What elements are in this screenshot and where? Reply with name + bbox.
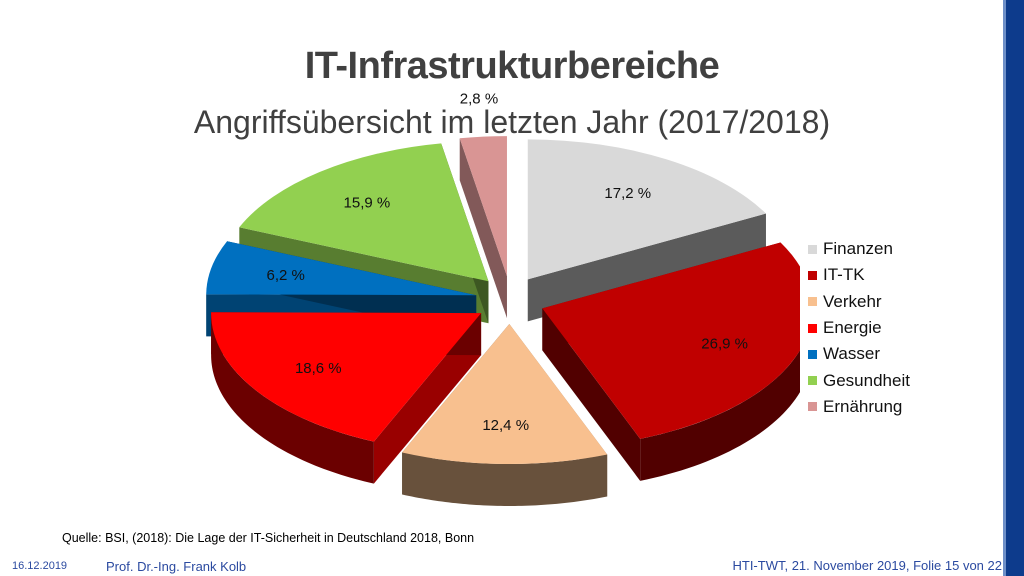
legend-swatch — [808, 323, 817, 333]
legend-item-finanzen: Finanzen — [808, 236, 910, 262]
data-label-it-tk: 26,9 % — [701, 335, 748, 352]
legend-label: Ernährung — [823, 396, 903, 416]
legend-item-wasser: Wasser — [808, 341, 910, 367]
pie-chart: 17,2 % 26,9 % 12,4 % 18,6 % 6,2 % 15,9 % 2,8 % — [206, 91, 800, 506]
pie-slice-wall — [373, 313, 482, 484]
pie-slice-outer-wall — [640, 350, 800, 481]
pie-slice-finanzen — [527, 139, 766, 322]
slide-edge-accent — [1003, 0, 1006, 576]
slide-subtitle: Angriffsübersicht im letzten Jahr (2017/… — [193, 104, 831, 140]
pie-slice-wall — [459, 138, 507, 319]
legend-label: Finanzen — [823, 239, 893, 259]
pie-slice-top — [239, 143, 489, 282]
data-label-energie: 18,6 % — [295, 360, 342, 377]
legend-label: Gesundheit — [823, 370, 910, 390]
pie-slice-energie — [211, 312, 482, 484]
legend-item-it-tk: IT-TK — [808, 262, 910, 288]
legend-item-gesundheit: Gesundheit — [808, 367, 910, 393]
data-label-wasser: 6,2 % — [267, 267, 305, 284]
slide-edge-bar — [1006, 0, 1024, 576]
legend-swatch — [808, 297, 817, 307]
legend-swatch — [808, 376, 817, 386]
pie-slice-top — [402, 323, 608, 464]
slide-title: IT-Infrastrukturbereiche — [304, 45, 720, 87]
data-label-finanzen: 17,2 % — [604, 185, 651, 202]
footer-slide-info: HTI-TWT, 21. November 2019, Folie 15 von… — [732, 558, 1002, 573]
pie-slice-top — [542, 242, 800, 439]
pie-slice-top — [206, 241, 477, 296]
legend-label: IT-TK — [823, 265, 865, 285]
legend-swatch — [808, 402, 817, 412]
pie-slice-wall — [542, 308, 641, 481]
legend-label: Wasser — [823, 344, 880, 364]
pie-slice-it-tk — [542, 242, 800, 481]
legend-swatch — [808, 244, 817, 254]
pie-slice-top — [459, 136, 507, 277]
footer-date: 16.12.2019 — [12, 560, 68, 572]
pie-slice-top — [211, 312, 482, 442]
footer-author: Prof. Dr.-Ing. Frank Kolb — [106, 559, 247, 574]
pie-slice-top — [527, 139, 766, 280]
legend-label: Verkehr — [823, 291, 882, 311]
legend-item-verkehr: Verkehr — [808, 289, 910, 315]
pie-slice-ernahrung — [459, 136, 507, 319]
pie-slice-outer-wall — [402, 452, 608, 506]
pie-slice-outer-wall — [211, 312, 374, 484]
data-label-ernahrung: 2,8 % — [460, 91, 498, 108]
chart-legend: Finanzen IT-TK Verkehr Energie Wasser Gesundh… — [808, 236, 910, 420]
legend-label: Energie — [823, 318, 882, 338]
source-citation: Quelle: BSI, (2018): Die Lage der IT-Sic… — [62, 531, 475, 545]
pie-slice-wall — [527, 213, 766, 322]
pie-slice-verkehr — [402, 323, 608, 506]
data-label-verkehr: 12,4 % — [482, 417, 529, 434]
legend-item-ernahrung: Ernährung — [808, 394, 910, 420]
legend-swatch — [808, 270, 817, 280]
legend-item-energie: Energie — [808, 315, 910, 341]
legend-swatch — [808, 349, 817, 359]
data-label-gesundheit: 15,9 % — [344, 195, 391, 212]
